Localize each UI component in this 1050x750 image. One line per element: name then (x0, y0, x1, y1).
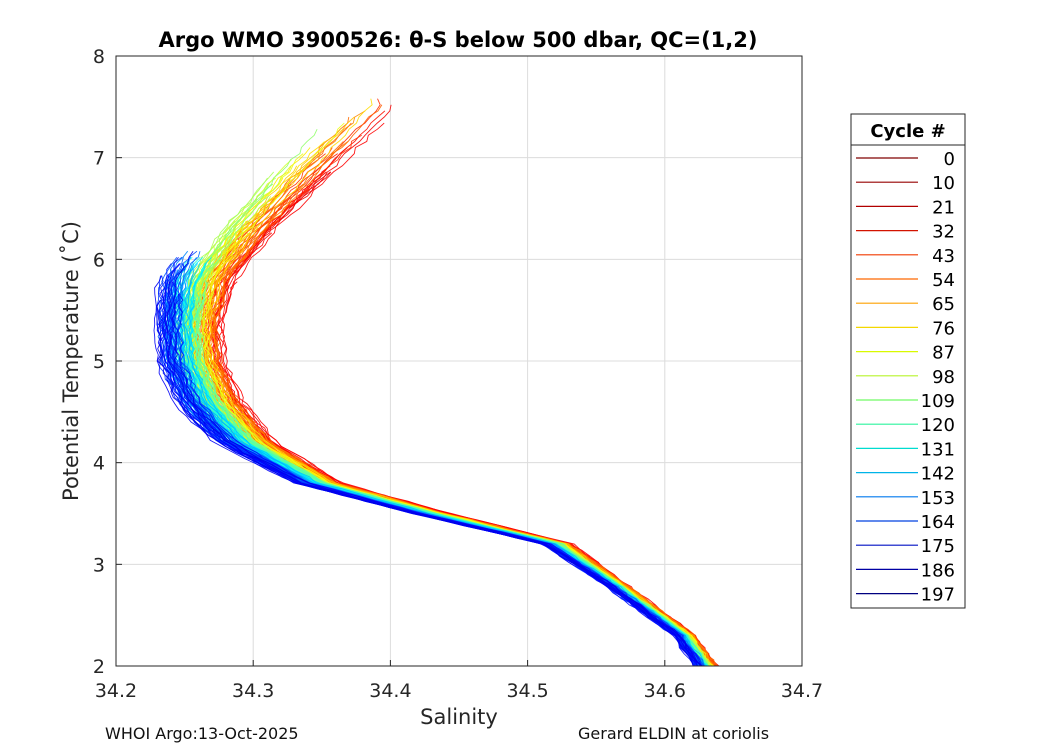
x-tick-label: 34.7 (781, 680, 823, 702)
legend-box (850, 113, 966, 609)
theta-s-profile (168, 281, 695, 667)
theta-s-profile (165, 281, 694, 667)
y-tick-label: 4 (93, 453, 105, 475)
y-tick-label: 7 (93, 148, 105, 170)
legend-label: 43 (932, 246, 955, 267)
theta-s-profile (196, 293, 709, 667)
footer-operator: Gerard ELDIN at coriolis (578, 724, 770, 743)
legend-label: 109 (921, 391, 955, 412)
x-tick-label: 34.4 (369, 680, 411, 702)
footer-source: WHOI Argo:13-Oct-2025 (105, 724, 299, 743)
x-tick-label: 34.3 (232, 680, 274, 702)
legend-label: 21 (932, 197, 955, 218)
legend-title: Cycle # (870, 121, 945, 142)
legend-label: 54 (932, 270, 955, 291)
legend-label: 197 (921, 585, 955, 606)
legend-label: 0 (944, 149, 955, 170)
legend-label: 175 (921, 536, 955, 557)
x-axis-label: Salinity (420, 705, 498, 729)
legend-label: 131 (921, 439, 955, 460)
legend: Cycle # 0 10 21 32 43 54 65 76 87 98 109 120 131 142 1… (850, 113, 966, 609)
grid (115, 55, 803, 667)
legend-label: 120 (921, 415, 955, 436)
y-tick-label: 3 (93, 554, 105, 576)
legend-label: 87 (932, 343, 955, 364)
y-tick-label: 2 (93, 656, 105, 678)
y-axis-ticks: 2 3 4 5 6 7 8 (93, 46, 122, 678)
y-tick-label: 8 (93, 46, 105, 68)
theta-s-profile (156, 299, 701, 667)
theta-s-curves (153, 98, 720, 667)
x-tick-label: 34.5 (506, 680, 548, 702)
legend-label: 10 (932, 173, 955, 194)
legend-label: 153 (921, 488, 955, 509)
x-axis-ticks: 34.2 34.3 34.4 34.5 34.6 34.7 (95, 660, 823, 702)
theta-s-profile (172, 250, 703, 667)
legend-label: 142 (921, 464, 955, 485)
chart-title: Argo WMO 3900526: θ-S below 500 dbar, QC… (159, 28, 758, 52)
legend-label: 32 (932, 222, 955, 243)
y-axis-label: Potential Temperature (˚C) (59, 221, 83, 501)
x-tick-label: 34.6 (644, 680, 686, 702)
legend-label: 65 (932, 294, 955, 315)
x-tick-label: 34.2 (95, 680, 137, 702)
legend-label: 98 (932, 367, 955, 388)
legend-label: 76 (932, 318, 955, 339)
legend-label: 164 (921, 512, 955, 533)
legend-entries: 0 10 21 32 43 54 65 76 87 98 109 120 131 142 153 164 175… (856, 149, 955, 606)
y-tick-label: 6 (93, 249, 105, 271)
legend-label: 186 (921, 560, 955, 581)
theta-s-profile (156, 299, 703, 667)
y-tick-label: 5 (93, 351, 105, 373)
